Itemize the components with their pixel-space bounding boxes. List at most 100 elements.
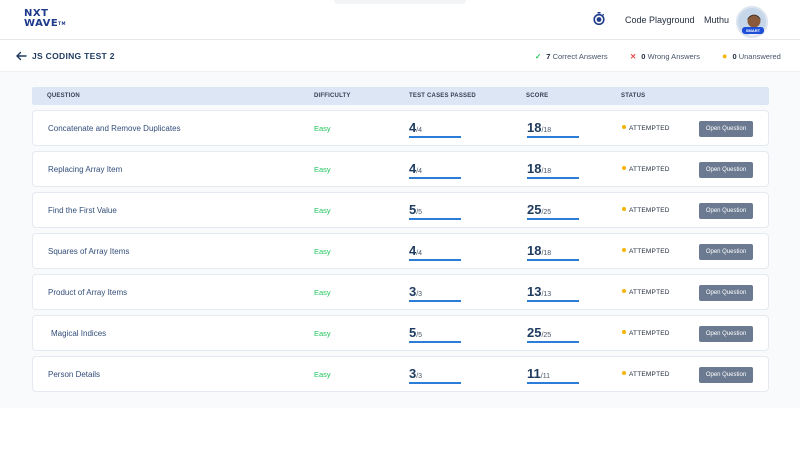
tests-progress-fill <box>409 136 461 138</box>
score-value: 11 <box>527 366 541 381</box>
test-title: JS CODING TEST 2 <box>32 51 115 61</box>
open-question-button[interactable]: Open Question <box>699 367 753 383</box>
unanswered-summary: ● 0 Unanswered <box>722 51 781 62</box>
tests-progress-bar <box>409 177 461 179</box>
tests-progress-bar <box>409 136 461 138</box>
logo-line1: NXT <box>24 8 49 19</box>
attempted-dot-icon <box>622 289 626 294</box>
question-title: Magical Indices <box>51 329 107 338</box>
tests-total-value: /4 <box>416 127 423 134</box>
tests-progress-bar <box>409 382 461 384</box>
difficulty-label: Easy <box>314 370 331 379</box>
top-navbar: NXT WAVETM Code Playground Muthu SMART <box>0 0 800 40</box>
tests-progress-fill <box>409 341 461 343</box>
test-cases-passed: 3/3 <box>409 283 422 301</box>
score-progress-bar <box>527 300 579 302</box>
score-total-value: /18 <box>541 127 552 134</box>
attempted-dot-icon <box>622 330 626 335</box>
tests-passed-value: 4 <box>409 120 417 135</box>
cross-icon: ✕ <box>630 52 637 61</box>
score-progress-fill <box>527 136 579 138</box>
tests-progress-bar <box>409 259 461 261</box>
status-badge: ATTEMPTED <box>622 371 670 378</box>
score-progress-fill <box>527 259 579 261</box>
score-total-value: /18 <box>541 168 552 175</box>
score-value: 25 <box>527 202 542 217</box>
col-status: STATUS <box>621 93 646 99</box>
wrong-count: 0 <box>641 52 646 61</box>
status-badge: ATTEMPTED <box>622 248 670 255</box>
question-title: Person Details <box>48 370 101 379</box>
open-question-button[interactable]: Open Question <box>699 326 753 342</box>
question-title: Replacing Array Item <box>48 165 123 174</box>
test-header: JS CODING TEST 2 ✓ 7 Correct Answers ✕ 0 W… <box>0 41 800 72</box>
test-cases-passed: 4/4 <box>409 242 422 260</box>
tests-passed-value: 5 <box>409 202 417 217</box>
tests-progress-fill <box>409 382 461 384</box>
question-title: Product of Array Items <box>48 288 128 297</box>
col-difficulty: DIFFICULTY <box>314 93 351 99</box>
tests-progress-bar <box>409 300 461 302</box>
table-row: Product of Array Items Easy 3/3 13/13 ATTEMP… <box>32 274 769 310</box>
table-row: Find the First Value Easy 5/5 25/25 ATTEMPTE… <box>32 192 769 228</box>
attempted-dot-icon <box>622 371 626 376</box>
score: 25/25 <box>527 324 551 342</box>
tests-passed-value: 4 <box>409 161 417 176</box>
arrow-left-icon[interactable] <box>15 51 27 61</box>
tests-total-value: /5 <box>416 332 423 339</box>
test-cases-passed: 5/5 <box>409 324 422 342</box>
open-question-button[interactable]: Open Question <box>699 162 753 178</box>
status-badge: ATTEMPTED <box>622 207 670 214</box>
tests-passed-value: 3 <box>409 366 417 381</box>
open-question-button[interactable]: Open Question <box>699 244 753 260</box>
score-progress-fill <box>527 177 579 179</box>
tests-total-value: /3 <box>416 291 423 298</box>
difficulty-label: Easy <box>314 206 331 215</box>
open-question-button[interactable]: Open Question <box>699 121 753 137</box>
score-progress-fill <box>527 300 579 302</box>
logo-tm: TM <box>58 21 66 26</box>
correct-label: Correct Answers <box>552 52 608 61</box>
table-row: Person Details Easy 3/3 11/11 ATTEMPTED Open … <box>32 356 769 392</box>
question-title: Find the First Value <box>48 206 117 215</box>
open-question-button[interactable]: Open Question <box>699 285 753 301</box>
status-label: ATTEMPTED <box>629 125 670 132</box>
nxtwave-logo[interactable]: NXT WAVETM <box>24 9 66 29</box>
score-progress-bar <box>527 136 579 138</box>
tests-total-value: /3 <box>416 373 423 380</box>
tests-total-value: /4 <box>416 168 423 175</box>
score-total-value: /13 <box>541 291 552 298</box>
difficulty-label: Easy <box>314 288 331 297</box>
code-playground-link[interactable]: Code Playground <box>625 15 695 25</box>
dot-icon: ● <box>722 51 728 61</box>
test-cases-passed: 3/3 <box>409 365 422 383</box>
tests-passed-value: 5 <box>409 325 417 340</box>
tests-progress-fill <box>409 259 461 261</box>
tests-passed-value: 3 <box>409 284 417 299</box>
stopwatch-icon[interactable] <box>593 12 605 25</box>
tests-progress-fill <box>409 218 461 220</box>
score-value: 18 <box>527 243 542 258</box>
tests-total-value: /4 <box>416 250 423 257</box>
score-progress-bar <box>527 259 579 261</box>
score: 18/18 <box>527 119 551 137</box>
score-progress-fill <box>527 218 579 220</box>
test-cases-passed: 5/5 <box>409 201 422 219</box>
status-label: ATTEMPTED <box>629 248 670 255</box>
score-value: 18 <box>527 120 542 135</box>
score-total-value: /25 <box>541 209 552 216</box>
open-question-button[interactable]: Open Question <box>699 203 753 219</box>
score-progress-fill <box>527 341 579 343</box>
status-badge: ATTEMPTED <box>622 166 670 173</box>
status-badge: ATTEMPTED <box>622 330 670 337</box>
tests-progress-fill <box>409 177 461 179</box>
question-title: Squares of Array Items <box>48 247 130 256</box>
status-badge: ATTEMPTED <box>622 289 670 296</box>
status-label: ATTEMPTED <box>629 371 670 378</box>
tests-progress-bar <box>409 218 461 220</box>
score: 13/13 <box>527 283 551 301</box>
attempted-dot-icon <box>622 207 626 212</box>
check-icon: ✓ <box>535 52 542 61</box>
tests-progress-fill <box>409 300 461 302</box>
avatar-badge: SMART <box>742 27 764 34</box>
